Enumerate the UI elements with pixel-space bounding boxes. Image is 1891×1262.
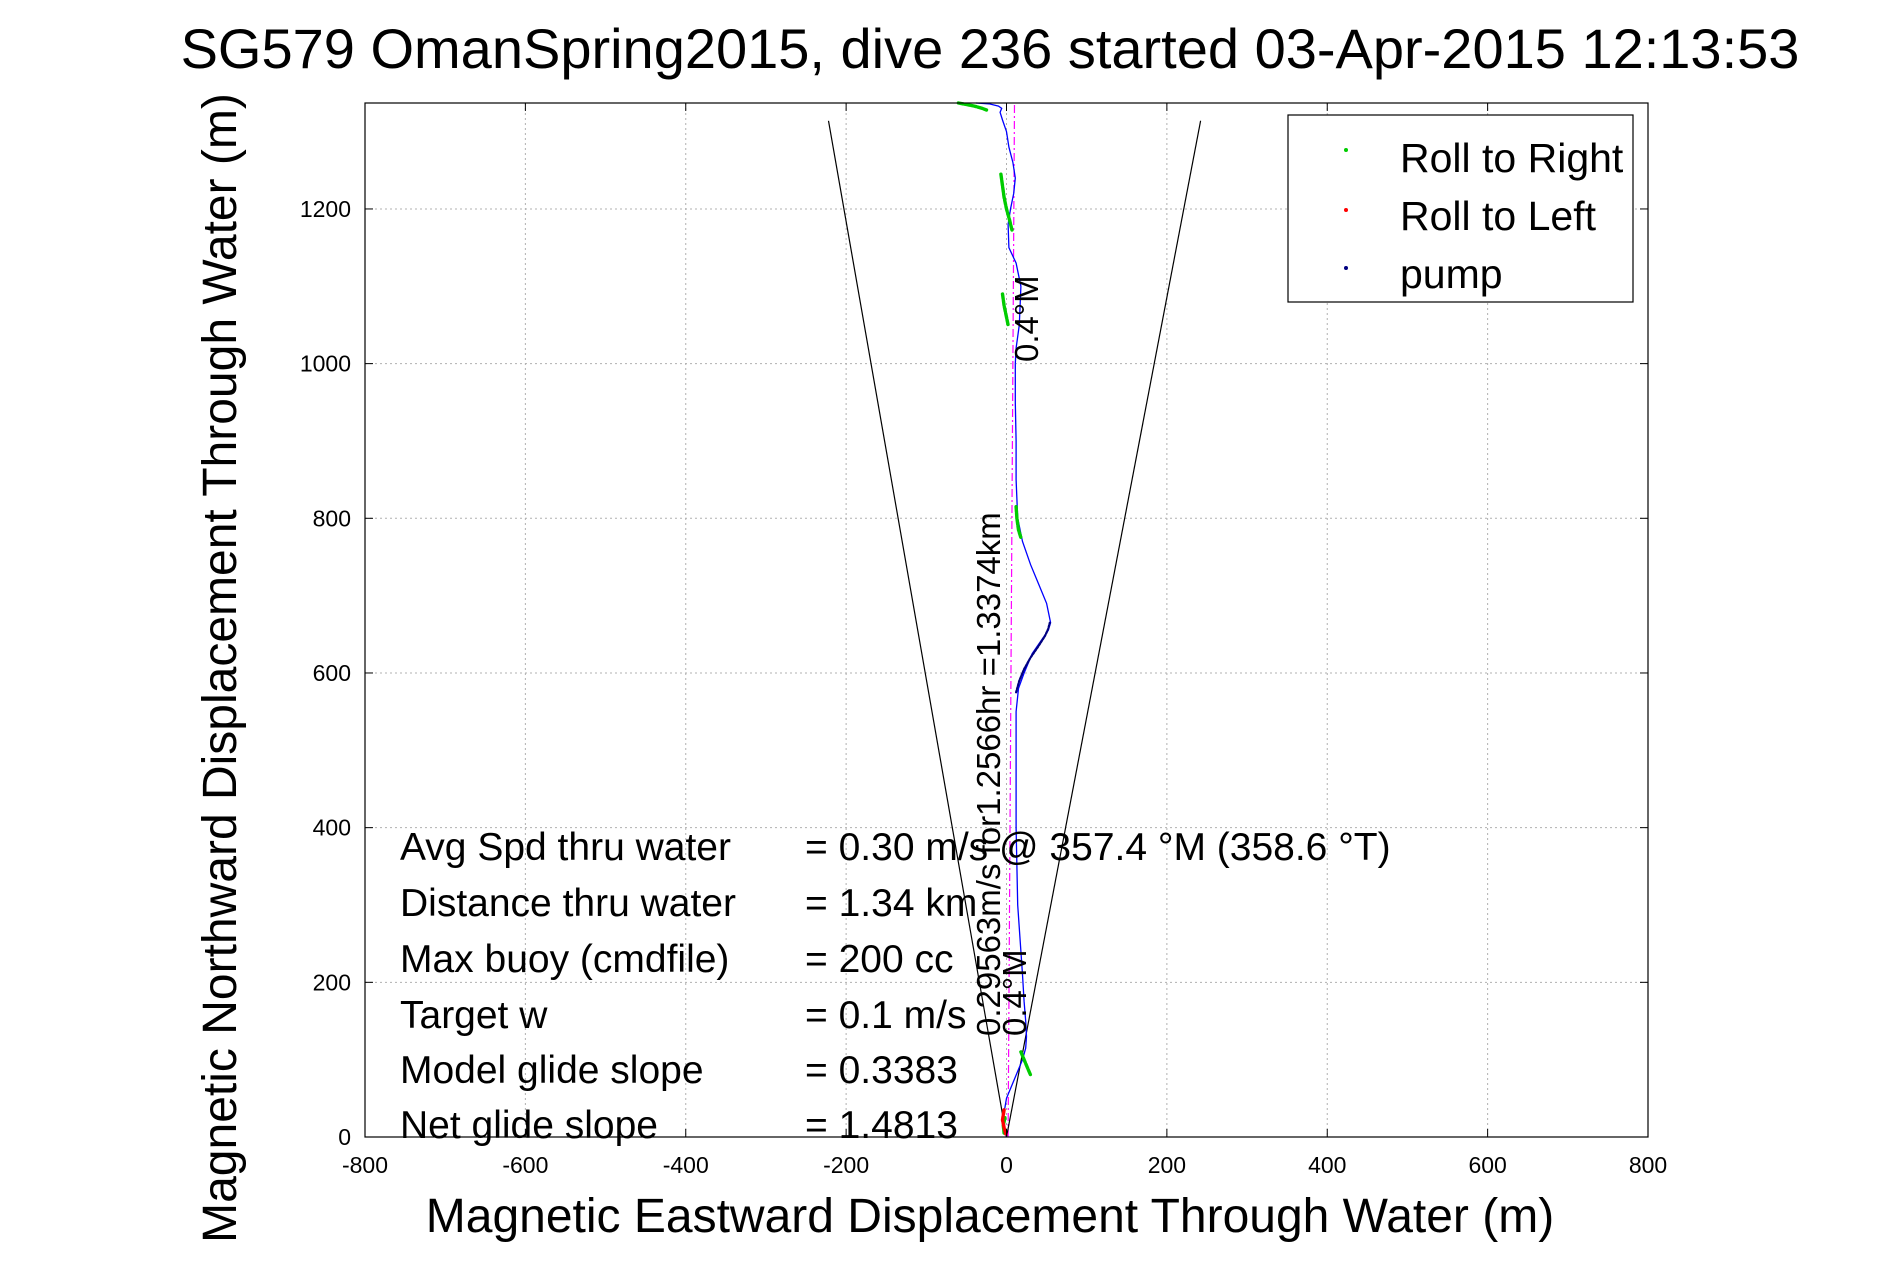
stats-block: Avg Spd thru water = 0.30 m/s @ 357.4 °M… [400,826,1391,1147]
x-tick-label: 0 [1000,1152,1013,1178]
legend-label: Roll to Left [1400,193,1597,239]
series-roll-to-right-segment [956,101,989,112]
chart-title: SG579 OmanSpring2015, dive 236 started 0… [181,17,1800,80]
x-tick-label: 200 [1148,1152,1186,1178]
stat-value: = 0.1 m/s [805,994,966,1037]
series-roll-to-right-segment [1000,292,1010,327]
stat-value: = 200 cc [805,938,954,981]
data-series [956,101,1052,1138]
series-pump-segment [1014,621,1051,694]
x-tick-label: -200 [823,1152,869,1178]
annotation-speed-distance: 0.29563m/s for1.2566hr =1.3374km [970,512,1007,1036]
series-roll-to-right-segment [1014,505,1023,540]
x-axis-label: Magnetic Eastward Displacement Through W… [426,1190,1554,1243]
stat-label: Model glide slope [400,1049,704,1092]
legend-label: Roll to Right [1400,135,1624,181]
x-tick-label: -600 [502,1152,548,1178]
series-roll-to-right-segment [1019,1050,1033,1077]
heading-line [1007,102,1016,1138]
x-axis-ticks: -800 -600 -400 -200 0 200 400 600 800 [342,103,1667,1178]
stat-label: Distance thru water [400,882,736,925]
reference-lines [827,102,1202,1138]
x-tick-label: 800 [1629,1152,1667,1178]
x-tick-label: 400 [1308,1152,1346,1178]
annotation-heading-top: 0.4°M [1008,275,1045,362]
y-tick-label: 1200 [300,196,351,222]
annotation-heading-bottom: 0.4°M [996,949,1033,1036]
y-tick-label: 400 [313,815,351,841]
legend-label: pump [1400,251,1503,297]
series-roll-to-left-segment [1000,1108,1008,1136]
series-track-line [975,102,1052,1138]
stat-value: = 1.34 km [805,882,977,925]
stat-label: Net glide slope [400,1104,658,1147]
legend-marker [1344,266,1348,270]
stat-label: Max buoy (cmdfile) [400,938,729,981]
series-roll-to-right-segment [999,172,1014,233]
stat-value: = 0.3383 [805,1049,958,1092]
stat-value: = 1.4813 [805,1104,958,1147]
x-tick-label: 600 [1468,1152,1506,1178]
stat-value: = 0.30 m/s @ 357.4 °M (358.6 °T) [805,826,1391,869]
y-axis-ticks: 0 200 400 600 800 1000 1200 [300,196,1648,1150]
y-axis-label: Magnetic Northward Displacement Through … [194,93,247,1243]
legend-marker [1344,148,1348,152]
y-tick-label: 800 [313,505,351,531]
annotations: 0.4°M 0.29563m/s for1.2566hr =1.3374km 0… [970,275,1045,1036]
y-tick-label: 0 [338,1124,351,1150]
stat-label: Avg Spd thru water [400,826,731,869]
legend-marker [1344,208,1348,212]
x-tick-label: -800 [342,1152,388,1178]
x-tick-label: -400 [663,1152,709,1178]
glide-cone-line [827,120,1008,1138]
y-tick-label: 600 [313,660,351,686]
y-tick-label: 200 [313,969,351,995]
stat-label: Target w [400,994,548,1037]
glide-cone-line [1005,120,1202,1138]
y-tick-label: 1000 [300,351,351,377]
legend: Roll to Right Roll to Left pump [1287,114,1634,303]
